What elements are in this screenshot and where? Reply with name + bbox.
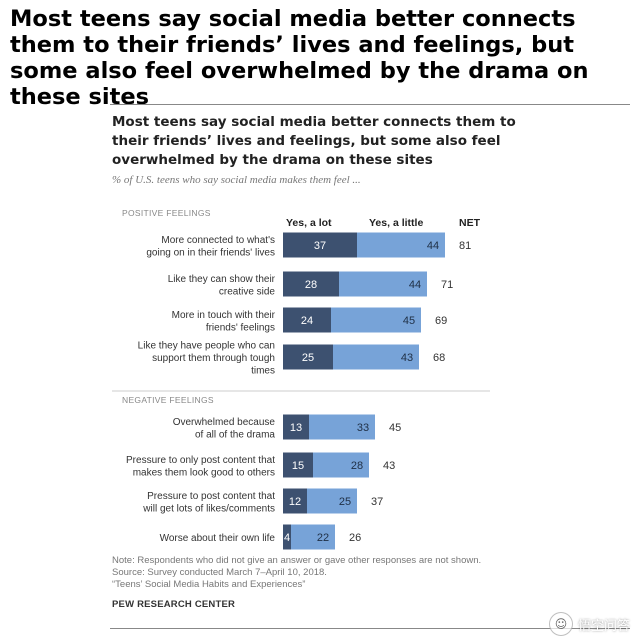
section-label: NEGATIVE FEELINGS [122, 395, 214, 405]
source-organization: PEW RESEARCH CENTER [112, 599, 236, 610]
bar-yes-a-lot [283, 232, 357, 258]
bar-yes-a-lot [283, 271, 339, 297]
value-label-net: 68 [433, 352, 445, 364]
category-label: friends' feelings [206, 322, 275, 333]
watermark-text: 悟空问答 [577, 618, 630, 634]
source-text: Source: Survey conducted March 7–April 1… [112, 567, 327, 578]
value-label-yes-a-lot: 28 [305, 279, 317, 291]
bar-yes-a-little [357, 232, 445, 258]
bar-yes-a-lot [283, 307, 331, 333]
value-label-net: 81 [459, 240, 471, 252]
bar-yes-a-little [291, 524, 335, 550]
category-label: will get lots of likes/comments [142, 503, 275, 514]
bar-yes-a-little [307, 488, 357, 514]
category-label: of all of the drama [195, 429, 275, 440]
category-label: makes them look good to others [133, 467, 275, 478]
column-header-yes-a-lot: Yes, a lot [286, 217, 332, 229]
value-label-yes-a-lot: 4 [284, 532, 290, 544]
bar-yes-a-little [331, 307, 421, 333]
chart-title: Most teens say social media better conne… [112, 114, 516, 168]
category-label: going on in their friends' lives [146, 247, 275, 258]
headline: Most teens say social media better conne… [10, 6, 589, 110]
value-label-yes-a-lot: 37 [314, 240, 326, 252]
category-label: Worse about their own life [160, 533, 276, 544]
category-label: More connected to what's [161, 235, 275, 246]
card-bottom-divider [110, 628, 630, 629]
value-label-yes-a-lot: 15 [292, 460, 304, 472]
value-label-yes-a-little: 28 [351, 460, 363, 472]
bar-yes-a-lot [283, 452, 313, 478]
bar-yes-a-little [313, 452, 369, 478]
bar-yes-a-little [309, 414, 375, 440]
column-header-yes-a-little: Yes, a little [369, 217, 423, 229]
value-label-net: 26 [349, 532, 361, 544]
chart-notes: Note: Respondents who did not give an an… [112, 555, 532, 591]
chart-card [110, 104, 630, 629]
value-label-yes-a-lot: 25 [302, 352, 314, 364]
value-label-yes-a-little: 33 [357, 422, 369, 434]
value-label-yes-a-little: 25 [339, 496, 351, 508]
value-label-net: 45 [389, 422, 401, 434]
bar-yes-a-lot [283, 488, 307, 514]
value-label-yes-a-little: 44 [409, 279, 421, 291]
category-label: Overwhelmed because [173, 417, 276, 428]
category-label: creative side [219, 286, 276, 297]
chat-bubble-icon: ☺ [548, 612, 573, 636]
value-label-yes-a-lot: 24 [301, 315, 313, 327]
bar-yes-a-little [339, 271, 427, 297]
note-text: Note: Respondents who did not give an an… [112, 555, 482, 566]
category-label: times [251, 366, 275, 377]
bar-yes-a-lot [283, 414, 309, 440]
column-header-net: NET [459, 217, 481, 229]
bar-yes-a-little [333, 344, 419, 370]
value-label-net: 43 [383, 460, 395, 472]
value-label-yes-a-little: 43 [401, 352, 413, 364]
chart-subtitle: % of U.S. teens who say social media mak… [112, 174, 361, 186]
value-label-yes-a-lot: 12 [289, 496, 301, 508]
value-label-yes-a-little: 22 [317, 532, 329, 544]
section-label: POSITIVE FEELINGS [122, 208, 211, 218]
value-label-yes-a-lot: 13 [290, 422, 302, 434]
category-label: More in touch with their [172, 310, 276, 321]
category-label: Pressure to only post content that [126, 455, 275, 466]
category-label: Like they can show their [168, 274, 276, 285]
value-label-yes-a-little: 44 [427, 240, 439, 252]
report-title-text: “Teens’ Social Media Habits and Experien… [112, 579, 306, 590]
value-label-yes-a-little: 45 [403, 315, 415, 327]
value-label-net: 71 [441, 279, 453, 291]
value-label-net: 69 [435, 315, 447, 327]
bar-yes-a-lot [283, 524, 291, 550]
category-label: Like they have people who can [138, 341, 275, 352]
watermark: ☺ 悟空问答 [548, 612, 630, 636]
value-label-net: 37 [371, 496, 383, 508]
bar-yes-a-lot [283, 344, 333, 370]
category-label: support them through tough [152, 353, 275, 364]
category-label: Pressure to post content that [147, 491, 275, 502]
